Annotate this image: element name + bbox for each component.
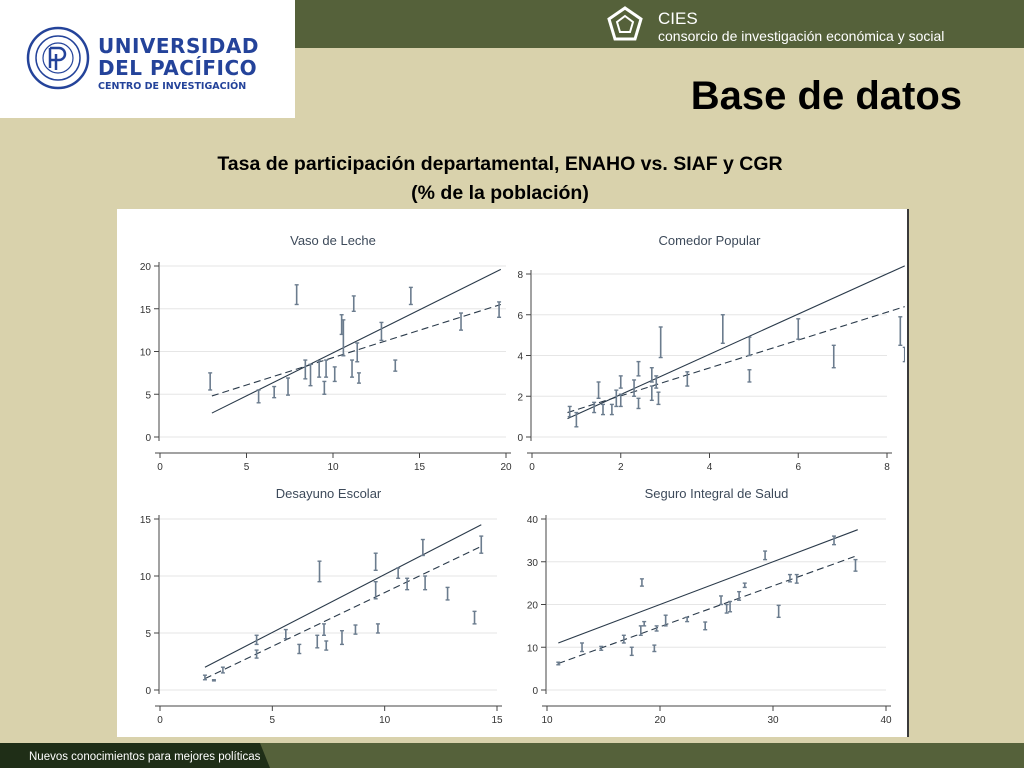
y-tick-label: 8 xyxy=(517,270,523,281)
y-tick-label: 2 xyxy=(517,392,523,403)
chart-subtitle-line-1: Tasa de participación departamental, ENA… xyxy=(217,153,783,175)
y-tick-label: 5 xyxy=(145,390,151,401)
x-tick-label: 4 xyxy=(707,462,713,473)
solid-fit-line xyxy=(204,524,482,668)
y-tick-label: 40 xyxy=(527,515,539,526)
x-tick-label: 10 xyxy=(327,462,339,473)
y-tick-label: 10 xyxy=(527,643,539,654)
y-tick-label: 20 xyxy=(527,601,539,612)
logo-line-3: CENTRO DE INVESTIGACIÓN xyxy=(98,81,247,92)
y-tick-label: 4 xyxy=(517,352,523,363)
chart-title: Vaso de Leche xyxy=(290,233,376,248)
y-tick-label: 6 xyxy=(517,311,523,322)
slide-title: Base de datos xyxy=(690,74,962,118)
y-tick-label: 0 xyxy=(532,686,538,697)
x-tick-label: 40 xyxy=(880,715,892,726)
y-tick-label: 0 xyxy=(145,433,151,444)
x-tick-label: 0 xyxy=(529,462,535,473)
solid-fit-line xyxy=(567,265,905,420)
x-tick-label: 30 xyxy=(767,715,779,726)
dashed-fit-line xyxy=(567,306,905,414)
y-tick-label: 0 xyxy=(517,433,523,444)
cies-logo-icon xyxy=(607,6,643,41)
university-name: UNIVERSIDAD DEL PACÍFICO CENTRO DE INVES… xyxy=(98,36,259,92)
x-tick-label: 0 xyxy=(157,462,163,473)
x-tick-label: 2 xyxy=(618,462,624,473)
logo-line-1: UNIVERSIDAD xyxy=(98,34,259,58)
y-tick-label: 5 xyxy=(145,629,151,640)
y-tick-label: 15 xyxy=(140,515,152,526)
university-seal-icon xyxy=(26,26,90,90)
x-tick-label: 10 xyxy=(379,715,391,726)
solid-fit-line xyxy=(558,529,858,644)
chart-title: Desayuno Escolar xyxy=(276,486,382,501)
x-tick-label: 15 xyxy=(491,715,503,726)
dashed-fit-line xyxy=(558,554,858,665)
y-tick-label: 10 xyxy=(140,572,152,583)
y-tick-label: 15 xyxy=(140,305,152,316)
chart-title: Seguro Integral de Salud xyxy=(645,486,789,501)
logo-line-2: DEL PACÍFICO xyxy=(98,56,258,80)
solid-fit-line xyxy=(211,268,502,414)
cies-title: CIES xyxy=(658,9,698,28)
y-tick-label: 10 xyxy=(140,348,152,359)
chart-subtitle-line-2: (% de la población) xyxy=(411,182,589,204)
dashed-fit-line xyxy=(204,545,482,680)
y-tick-label: 30 xyxy=(527,558,539,569)
cies-subtitle: consorcio de investigación económica y s… xyxy=(658,28,945,44)
chart-title: Comedor Popular xyxy=(659,233,762,248)
dashed-fit-line xyxy=(211,303,501,397)
footer-tab xyxy=(0,743,270,768)
y-tick-label: 0 xyxy=(145,686,151,697)
chart-panel: Vaso de Leche 0 5 10 15 20 0 5 10 15 20 Comedor Pop… xyxy=(117,209,909,737)
x-tick-label: 8 xyxy=(884,462,890,473)
x-tick-label: 20 xyxy=(654,715,666,726)
x-tick-label: 0 xyxy=(157,715,163,726)
footer-text: Nuevos conocimientos para mejores políti… xyxy=(29,751,261,763)
y-tick-label: 20 xyxy=(140,262,152,273)
x-tick-label: 5 xyxy=(244,462,250,473)
x-tick-label: 6 xyxy=(795,462,801,473)
university-logo: UNIVERSIDAD DEL PACÍFICO CENTRO DE INVES… xyxy=(0,0,295,118)
x-tick-label: 20 xyxy=(500,462,512,473)
x-tick-label: 10 xyxy=(541,715,553,726)
x-tick-label: 5 xyxy=(270,715,276,726)
x-tick-label: 15 xyxy=(414,462,426,473)
